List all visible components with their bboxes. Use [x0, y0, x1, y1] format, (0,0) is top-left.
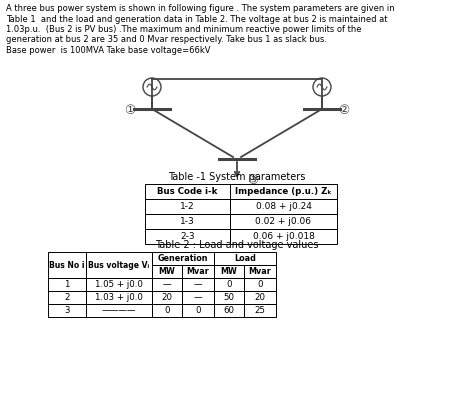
Bar — [86, 291, 152, 304]
Bar — [48, 291, 86, 304]
Bar — [145, 184, 230, 199]
Text: 0: 0 — [226, 280, 232, 289]
Text: 1: 1 — [64, 280, 70, 289]
Bar — [152, 278, 182, 291]
Bar — [230, 199, 337, 214]
Bar — [214, 252, 276, 265]
Text: 2-3: 2-3 — [180, 232, 195, 241]
Bar — [214, 265, 244, 278]
Text: 0.02 + j0.06: 0.02 + j0.06 — [255, 217, 311, 226]
Bar — [230, 214, 337, 229]
Bar — [152, 304, 182, 317]
Text: 0: 0 — [195, 306, 201, 315]
Bar — [182, 278, 214, 291]
Text: Impedance (p.u.) Zₖ: Impedance (p.u.) Zₖ — [235, 187, 332, 196]
Bar — [214, 291, 244, 304]
Text: ③: ③ — [247, 175, 259, 187]
Text: —: — — [194, 293, 202, 302]
Text: 2: 2 — [64, 293, 70, 302]
Text: ②: ② — [338, 105, 350, 118]
Text: A three bus power system is shown in following figure . The system parameters ar: A three bus power system is shown in fol… — [6, 4, 395, 13]
Text: —: — — [163, 280, 171, 289]
Text: 1-3: 1-3 — [180, 217, 195, 226]
Bar — [152, 291, 182, 304]
Text: ————: ———— — [102, 306, 136, 315]
Text: 0.08 + j0.24: 0.08 + j0.24 — [255, 202, 311, 211]
Text: Table 2 : Load and voltage values: Table 2 : Load and voltage values — [155, 240, 319, 250]
Bar — [214, 278, 244, 291]
Bar — [214, 304, 244, 317]
Text: 1-2: 1-2 — [180, 202, 195, 211]
Text: 60: 60 — [224, 306, 235, 315]
Bar — [48, 304, 86, 317]
Bar — [152, 252, 214, 265]
Bar — [145, 214, 230, 229]
Text: 25: 25 — [255, 306, 265, 315]
Text: Load: Load — [234, 254, 256, 263]
Text: Bus Code i-k: Bus Code i-k — [157, 187, 218, 196]
Bar — [48, 278, 86, 291]
Bar — [244, 265, 276, 278]
Text: Table 1  and the load and generation data in Table 2. The voltage at bus 2 is ma: Table 1 and the load and generation data… — [6, 15, 388, 23]
Bar — [86, 304, 152, 317]
Text: generation at bus 2 are 35 and 0 Mvar respectively. Take bus 1 as slack bus.: generation at bus 2 are 35 and 0 Mvar re… — [6, 36, 327, 44]
Text: 3: 3 — [64, 306, 70, 315]
Text: —: — — [194, 280, 202, 289]
Bar — [244, 278, 276, 291]
Bar — [230, 184, 337, 199]
Text: 0: 0 — [164, 306, 170, 315]
Text: MW: MW — [159, 267, 175, 276]
Text: 20: 20 — [255, 293, 265, 302]
Text: MW: MW — [220, 267, 237, 276]
Text: Mvar: Mvar — [249, 267, 272, 276]
Text: Bus No i: Bus No i — [49, 261, 85, 269]
Text: 20: 20 — [162, 293, 173, 302]
Text: Generation: Generation — [158, 254, 208, 263]
Text: Bus voltage Vᵢ: Bus voltage Vᵢ — [89, 261, 150, 269]
Bar — [86, 252, 152, 278]
Bar — [48, 252, 86, 278]
Text: Table -1 System parameters: Table -1 System parameters — [168, 172, 306, 182]
Text: 1.03 + j0.0: 1.03 + j0.0 — [95, 293, 143, 302]
Bar — [145, 199, 230, 214]
Bar — [182, 265, 214, 278]
Bar — [145, 229, 230, 244]
Text: Base power  is 100MVA Take base voltage=66kV: Base power is 100MVA Take base voltage=6… — [6, 46, 210, 55]
Bar — [182, 304, 214, 317]
Text: 0.06 + j0.018: 0.06 + j0.018 — [253, 232, 314, 241]
Text: ①: ① — [124, 105, 136, 118]
Text: Mvar: Mvar — [187, 267, 210, 276]
Bar — [244, 304, 276, 317]
Bar — [230, 229, 337, 244]
Bar — [244, 291, 276, 304]
Text: 0: 0 — [257, 280, 263, 289]
Text: 1.03p.u.  (Bus 2 is PV bus) .The maximum and minimum reactive power limits of th: 1.03p.u. (Bus 2 is PV bus) .The maximum … — [6, 25, 362, 34]
Bar — [152, 265, 182, 278]
Bar — [86, 278, 152, 291]
Text: 50: 50 — [224, 293, 235, 302]
Text: 1.05 + j0.0: 1.05 + j0.0 — [95, 280, 143, 289]
Bar — [182, 291, 214, 304]
